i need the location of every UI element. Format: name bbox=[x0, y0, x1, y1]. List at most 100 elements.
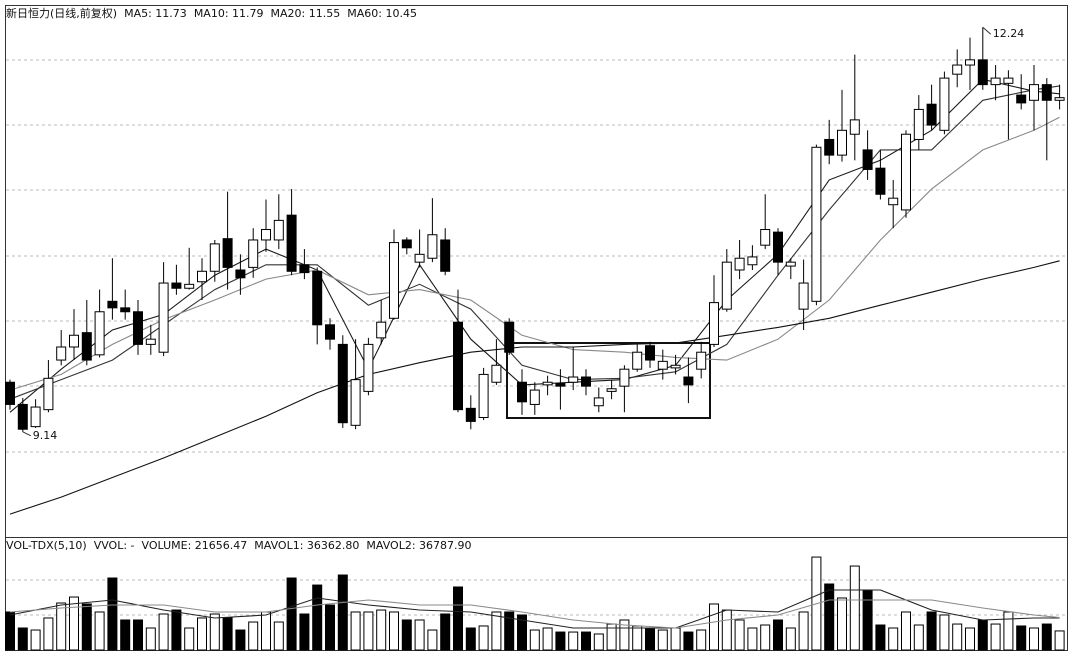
volume-bar bbox=[696, 629, 707, 651]
candle-body bbox=[977, 59, 988, 86]
volume-bar bbox=[401, 619, 412, 651]
candle-body bbox=[350, 379, 361, 426]
volume-bar bbox=[568, 631, 579, 651]
volume-bar bbox=[760, 624, 771, 651]
candle-body bbox=[542, 381, 553, 386]
volume-bar bbox=[209, 613, 220, 651]
candle-body bbox=[952, 64, 963, 75]
header-label: VVOL: - bbox=[94, 539, 135, 552]
volume-bar bbox=[657, 629, 668, 651]
candle-body bbox=[939, 77, 950, 131]
ma-line bbox=[9, 260, 1060, 515]
header-label: MAVOL1: 36362.80 bbox=[254, 539, 359, 552]
candle-body bbox=[645, 345, 655, 361]
header-label: MA20: 11.55 bbox=[271, 7, 341, 20]
high-label: 12.24 bbox=[993, 27, 1025, 40]
candle-body bbox=[606, 388, 617, 392]
volume-bar bbox=[197, 617, 207, 651]
volume-bar bbox=[1016, 625, 1027, 651]
volume-bar bbox=[581, 631, 591, 651]
volume-bar bbox=[337, 574, 348, 651]
candle-body bbox=[1041, 84, 1052, 101]
ma-line bbox=[9, 599, 1060, 629]
candle-body bbox=[773, 231, 783, 263]
candle-body bbox=[1016, 94, 1027, 104]
header-label: VOL-TDX(5,10) bbox=[6, 539, 87, 552]
volume-bar bbox=[977, 619, 988, 651]
candle-body bbox=[747, 256, 758, 266]
volume-bar bbox=[30, 629, 41, 651]
frame bbox=[5, 5, 1068, 651]
candle-body bbox=[657, 360, 668, 370]
candle-body bbox=[337, 343, 348, 424]
candle-body bbox=[5, 381, 15, 405]
volume-bar bbox=[325, 604, 335, 651]
volume-bar bbox=[529, 629, 540, 651]
header-label: MA5: 11.73 bbox=[124, 7, 187, 20]
candle-body bbox=[1054, 97, 1065, 101]
volume-bar bbox=[888, 627, 899, 651]
volume-bar bbox=[632, 625, 643, 651]
volume-bar bbox=[363, 611, 374, 651]
volume-bar bbox=[389, 611, 399, 651]
candle-body bbox=[440, 239, 451, 272]
volume-bar bbox=[645, 627, 655, 651]
candle-body bbox=[81, 332, 92, 361]
candle-body bbox=[849, 119, 860, 135]
candle-body bbox=[593, 397, 604, 407]
candle-body bbox=[824, 138, 835, 156]
volume-bar bbox=[773, 619, 783, 651]
volume-bar bbox=[990, 623, 1001, 651]
grid bbox=[6, 59, 1067, 616]
volume-bar bbox=[926, 611, 937, 651]
candle-body bbox=[696, 351, 707, 370]
volume-bar bbox=[862, 589, 873, 651]
low-pointer bbox=[22, 431, 32, 437]
candle-body bbox=[401, 239, 412, 249]
candle-body bbox=[376, 321, 387, 339]
volume-bar bbox=[593, 633, 604, 651]
ma-line bbox=[9, 78, 1060, 413]
candle-body bbox=[811, 146, 822, 302]
volume-bar bbox=[824, 583, 835, 651]
candle-body bbox=[709, 302, 719, 345]
high-pointer bbox=[982, 26, 992, 35]
volume-bar bbox=[491, 611, 502, 651]
volume-bar bbox=[542, 627, 553, 651]
candle-body bbox=[734, 257, 745, 271]
volume-bar bbox=[120, 619, 131, 651]
header-label: MA60: 10.45 bbox=[347, 7, 417, 20]
header-label: MAVOL2: 36787.90 bbox=[366, 539, 471, 552]
candle-body bbox=[107, 300, 118, 309]
candle-body bbox=[504, 321, 515, 353]
volume-bar bbox=[133, 619, 143, 651]
candle-body bbox=[325, 324, 335, 340]
volume-bar bbox=[171, 609, 182, 651]
highlight-box bbox=[506, 342, 711, 419]
volume-bar bbox=[734, 619, 745, 651]
candle-body bbox=[145, 338, 156, 345]
candle-body bbox=[222, 238, 233, 268]
volume-bar bbox=[5, 611, 15, 651]
volume-bar bbox=[440, 613, 451, 651]
candle-body bbox=[427, 234, 438, 259]
volume-bar bbox=[145, 627, 156, 651]
volume-bar bbox=[747, 627, 758, 651]
candle-body bbox=[926, 103, 937, 126]
volume-bar bbox=[901, 611, 911, 651]
candle-body bbox=[1029, 84, 1039, 101]
volume-bar bbox=[350, 611, 361, 651]
candle-body bbox=[248, 239, 259, 268]
candle-body bbox=[529, 389, 540, 405]
candle-body bbox=[363, 343, 374, 392]
candle-body bbox=[30, 406, 41, 428]
volume-bar bbox=[555, 631, 566, 651]
candle-body bbox=[875, 167, 886, 195]
low-label: 9.14 bbox=[33, 429, 58, 442]
volume-bar bbox=[1054, 630, 1065, 651]
volume-bar bbox=[312, 584, 323, 651]
candle-body bbox=[581, 376, 591, 387]
volume-bar bbox=[1029, 627, 1039, 651]
candle-body bbox=[133, 311, 143, 345]
